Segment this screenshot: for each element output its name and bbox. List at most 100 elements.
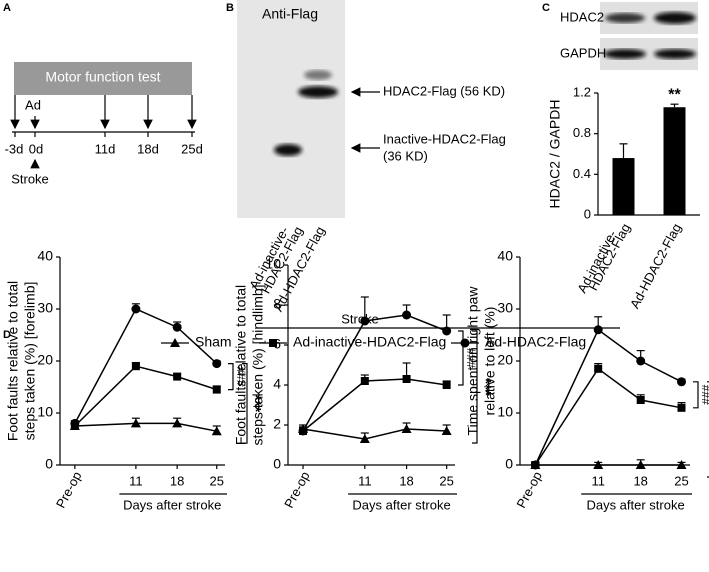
point [402,375,411,383]
x-tick-label: 25 [674,473,688,488]
y-tick-label: 0.8 [573,125,591,140]
blot-band [298,86,338,98]
point [594,364,603,373]
x-tick-label: Pre-op [513,469,545,511]
panel-label: D [3,329,11,341]
y-tick-label: 30 [37,300,53,316]
series-line [302,428,447,440]
series-line [74,422,217,432]
blot-band [304,70,332,80]
point [636,356,646,366]
timeline-tick: -3d [5,141,24,156]
point [70,418,80,428]
y-tick-label: 2 [273,416,281,432]
bracket [242,363,248,444]
panel-label: B [226,2,234,14]
point [172,322,182,332]
point [211,426,222,436]
y-axis-label: steps taken (%) [hindlimb] [250,284,266,445]
panel-label: A [3,2,11,14]
point [593,325,603,335]
x-axis-label: Days after stroke [586,497,684,512]
blot-band [605,13,645,23]
band-label: Inactive-HDAC2-Flag [383,131,506,146]
timeline-tick: 18d [137,141,159,156]
point [172,418,183,428]
point [130,418,141,428]
timeline-tick: 0d [29,141,43,156]
panel-label: C [542,2,550,14]
annotation: *** [477,378,494,396]
y-tick-label: 0.4 [573,166,591,181]
y-tick-label: 10 [37,404,53,420]
band-label: (36 KD) [383,148,428,163]
x-tick-label: Pre-op [53,469,85,511]
y-tick-label: 0 [273,456,281,472]
y-axis-label: Time spent on right paw [465,286,481,436]
y-tick-label: 6 [273,336,281,352]
point [676,460,687,469]
x-tick-label: 18 [170,473,184,488]
series-line [302,378,447,432]
annotation: ### [464,348,478,368]
point [360,377,369,385]
x-tick-label: 18 [633,473,647,488]
point [131,362,140,371]
x-axis-label: Days after stroke [123,497,221,512]
legend-label: Ad-HDAC2-Flag [485,334,586,350]
legend-label: Ad-inactive-HDAC2-Flag [293,334,446,350]
y-tick-label: 1.2 [573,84,591,99]
x-tick-label: 18 [399,473,413,488]
series-line [302,314,447,432]
bar [663,107,686,215]
annotation: *** [247,395,264,413]
y-tick-label: 10 [497,404,513,420]
blot-row: HDAC2 [560,9,604,24]
x-tick-label: Pre-op [281,469,313,511]
annotation: ** [668,86,681,103]
timeline-title: Motor function test [45,69,160,85]
blot-band [654,49,696,59]
point [131,304,141,314]
blot-title: Anti-Flag [262,6,318,22]
y-tick-label: 10 [265,256,281,272]
y-axis-label: Foot faults relative to total [5,281,21,441]
y-tick-label: 20 [37,352,53,368]
point [677,377,686,387]
band-label: HDAC2-Flag (56 KD) [383,83,505,98]
bracket [693,381,699,409]
point [401,424,412,433]
point [173,372,182,381]
y-tick-label: 4 [273,376,281,392]
point [212,359,222,369]
point [677,403,686,412]
blot-row: GAPDH [560,45,606,60]
y-axis-label: relative to left (%) [482,307,498,416]
legend-marker [170,338,180,347]
series-line [74,308,218,424]
point [402,310,412,320]
timeline-tick: 25d [181,141,203,156]
x-tick-label: Ad-HDAC2-Flag [627,221,684,311]
point [359,434,370,443]
y-axis-label: HDAC2 / GAPDH [547,100,563,209]
test-box [14,62,192,95]
y-axis-label: Foot faults relative to total [233,285,249,445]
x-tick-label: 11 [129,473,143,488]
y-tick-label: 40 [37,248,53,264]
y-tick-label: 8 [273,296,281,312]
y-axis-label: steps taken (%) [forelimb] [22,282,38,441]
legend: Sham Ad-inactive-HDAC2-Flag Ad-HDAC2-Flag [161,334,586,350]
series-line [74,365,217,427]
y-tick-label: 20 [497,352,513,368]
point [441,426,452,435]
point [530,460,540,470]
point [298,426,308,436]
y-tick-label: 0 [505,456,513,472]
point [442,326,452,336]
bracket [458,330,464,386]
bar [612,158,635,215]
y-tick-label: 40 [497,248,513,264]
legend-label: Sham [195,334,232,350]
y-tick-label: 30 [497,300,513,316]
